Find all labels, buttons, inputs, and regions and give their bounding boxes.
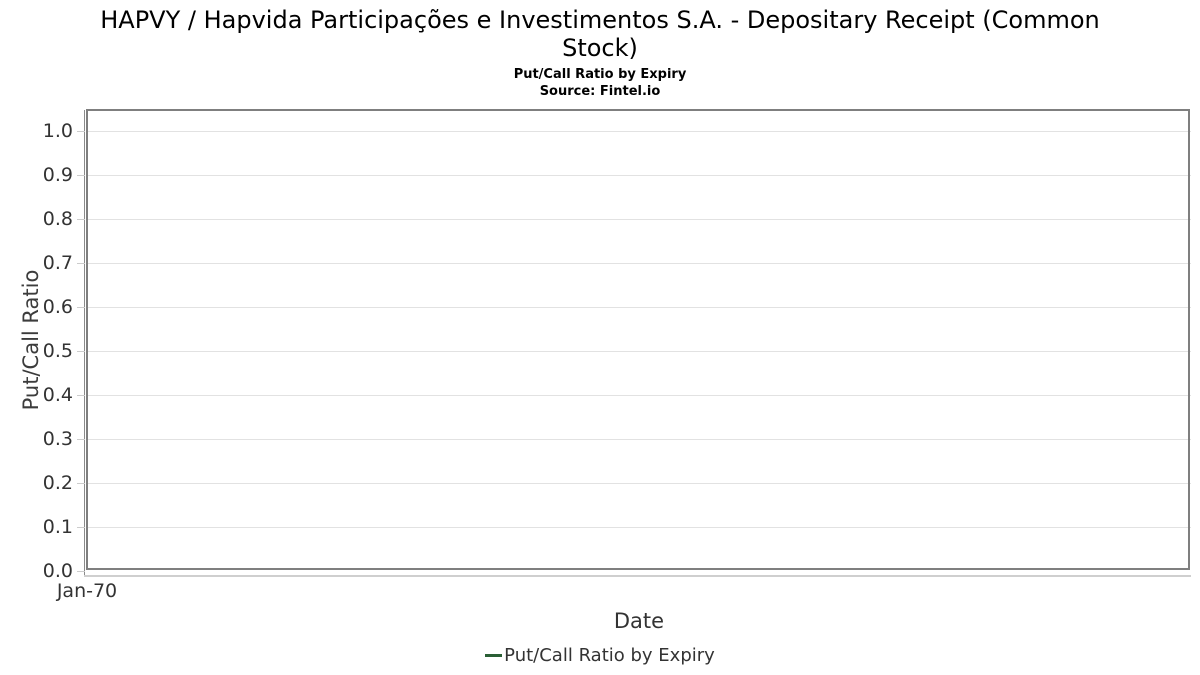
legend-label: Put/Call Ratio by Expiry	[504, 645, 715, 666]
y-tick-label-0.2: 0.2	[42, 472, 73, 494]
x-axis-title: Date	[613, 609, 665, 633]
y-axis-title: Put/Call Ratio	[19, 269, 43, 411]
legend-item-put-call-ratio[interactable]: Put/Call Ratio by Expiry	[485, 645, 715, 666]
y-tick-mark-0.3	[77, 439, 85, 440]
y-tick-mark-0.7	[77, 263, 85, 264]
legend: Put/Call Ratio by Expiry	[0, 645, 1200, 666]
gridline-0.1	[87, 527, 1191, 528]
gridline-1.0	[87, 131, 1191, 132]
y-tick-label-0.3: 0.3	[42, 428, 73, 450]
y-tick-mark-0.4	[77, 395, 85, 396]
plot-area	[87, 110, 1191, 571]
y-tick-mark-1.0	[77, 131, 85, 132]
gridline-0.3	[87, 439, 1191, 440]
y-tick-mark-0.2	[77, 483, 85, 484]
x-tick-label: Jan-70	[56, 580, 118, 602]
y-tick-mark-0.5	[77, 351, 85, 352]
y-tick-label-0.6: 0.6	[42, 296, 73, 318]
gridline-0.9	[87, 175, 1191, 176]
gridline-0.6	[87, 307, 1191, 308]
legend-line-marker-icon	[485, 654, 503, 657]
x-axis-line	[84, 575, 1191, 577]
y-tick-label-0.5: 0.5	[42, 340, 73, 362]
y-tick-label-0.4: 0.4	[42, 384, 73, 406]
chart-title-line-1: HAPVY / Hapvida Participações e Investim…	[100, 6, 1100, 34]
y-tick-label-0.8: 0.8	[42, 208, 73, 230]
chart-subtitle: Put/Call Ratio by Expiry	[513, 67, 687, 82]
gridline-0.8	[87, 219, 1191, 220]
chart-title: HAPVY / Hapvida Participações e Investim…	[0, 6, 1200, 62]
gridline-0.2	[87, 483, 1191, 484]
gridline-0.7	[87, 263, 1191, 264]
y-tick-mark-0.8	[77, 219, 85, 220]
y-tick-label-0.1: 0.1	[42, 516, 73, 538]
gridline-0.4	[87, 395, 1191, 396]
chart-source-label: Source: Fintel.io	[539, 84, 661, 99]
y-tick-mark-0.1	[77, 527, 85, 528]
y-tick-label-0.0: 0.0	[42, 560, 73, 582]
y-tick-mark-0.6	[77, 307, 85, 308]
y-tick-mark-0.9	[77, 175, 85, 176]
y-tick-label-0.7: 0.7	[42, 252, 73, 274]
y-tick-mark-0.0	[77, 571, 85, 572]
gridline-0.5	[87, 351, 1191, 352]
chart-title-line-2: Stock)	[562, 34, 638, 62]
y-axis-line	[84, 110, 85, 577]
y-tick-label-0.9: 0.9	[42, 164, 73, 186]
y-tick-label-1.0: 1.0	[42, 120, 73, 142]
